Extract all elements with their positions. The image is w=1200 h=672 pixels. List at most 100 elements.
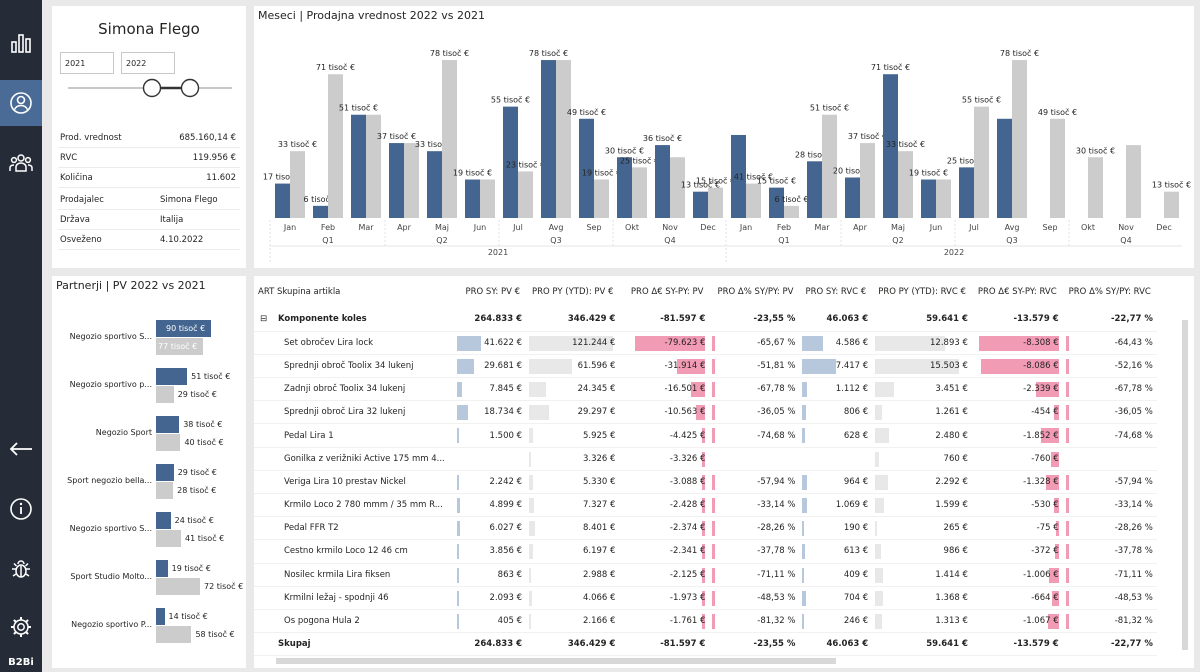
partner-bar-previous[interactable] — [156, 482, 174, 499]
cell-data-bar — [802, 544, 806, 560]
bar-previous[interactable] — [1088, 157, 1103, 218]
table-row[interactable]: Os pogona Hula 2 405 €2.166 € -1.761 € -81,… — [254, 609, 1157, 634]
bar-previous[interactable] — [518, 171, 533, 218]
bar-previous[interactable] — [746, 183, 761, 218]
bar-current[interactable] — [503, 106, 518, 218]
partner-bar-previous[interactable] — [156, 338, 204, 355]
bug-icon[interactable] — [0, 546, 42, 592]
partner-bar-current[interactable] — [156, 560, 168, 577]
bar-previous[interactable] — [936, 179, 951, 218]
table-row[interactable]: Zadnji obroč Toolix 34 lukenj 7.845 €24.3… — [254, 377, 1157, 402]
bar-previous[interactable] — [1164, 191, 1179, 218]
bar-current[interactable] — [693, 191, 708, 218]
bar-current[interactable] — [731, 134, 746, 218]
bar-previous[interactable] — [290, 151, 305, 218]
info-icon[interactable] — [0, 486, 42, 532]
bar-previous[interactable] — [1126, 145, 1141, 218]
table-row[interactable]: Set obročev Lira lock 41.622 €121.244 € -7… — [254, 331, 1157, 355]
bar-current[interactable] — [655, 145, 670, 218]
partner-bar-current[interactable] — [156, 320, 211, 337]
bar-previous[interactable] — [708, 187, 723, 218]
bar-previous[interactable] — [480, 179, 495, 218]
bar-previous[interactable] — [404, 143, 419, 218]
bar-current[interactable] — [997, 118, 1012, 218]
bar-previous[interactable] — [442, 60, 457, 218]
bar-previous[interactable] — [594, 179, 609, 218]
column-header[interactable]: PRO SY: PV € — [465, 287, 521, 297]
partner-bar-current[interactable] — [156, 464, 174, 481]
bar-current[interactable] — [389, 143, 404, 218]
expand-collapse-icon[interactable]: ⊟ — [260, 314, 268, 325]
table-row[interactable]: Krmilo Loco 2 780 mmm / 35 mm R... 4.899 … — [254, 493, 1157, 518]
partner-bar-previous[interactable] — [156, 434, 181, 451]
table-row[interactable]: Krmilni ležaj - spodnji 46 2.093 €4.066 €… — [254, 586, 1157, 610]
bar-previous[interactable] — [366, 114, 381, 218]
bar-current[interactable] — [845, 177, 860, 219]
table-row[interactable]: Nosilec krmila Lira fiksen 863 €2.988 € -2… — [254, 563, 1157, 587]
bar-current[interactable] — [275, 183, 290, 218]
bar-current[interactable] — [351, 114, 366, 218]
total-row[interactable]: Skupaj 264.833 €346.429 € -81.597 € -23,55 … — [254, 632, 1157, 657]
table-cell: 5.925 € — [526, 423, 620, 448]
table-row[interactable]: Sprednji obroč Lira 32 lukenj 18.734 €29.… — [254, 400, 1157, 425]
user-icon[interactable] — [0, 80, 42, 126]
bar-current[interactable] — [807, 161, 822, 218]
table-row[interactable]: Pedal Lira 1 1.500 €5.925 € -4.425 € -74,68… — [254, 423, 1157, 448]
column-header[interactable]: PRO SY: RVC € — [805, 287, 867, 297]
column-header[interactable]: PRO Δ€ SY-PY: PV — [630, 287, 704, 297]
bar-previous[interactable] — [328, 74, 343, 218]
column-header[interactable]: PRO Δ€ SY-PY: RVC — [977, 287, 1057, 297]
table-row[interactable]: Gonilka z verižniki Active 175 mm 4... 3.… — [254, 447, 1157, 471]
bar-current[interactable] — [617, 157, 632, 218]
partner-bar-current[interactable] — [156, 368, 188, 385]
bar-previous[interactable] — [898, 151, 913, 218]
partner-bar-previous[interactable] — [156, 578, 200, 595]
column-header[interactable]: ART Skupina artikla — [258, 287, 341, 297]
horizontal-scrollbar[interactable] — [276, 658, 836, 664]
partner-bar-previous[interactable] — [156, 386, 174, 403]
bar-current[interactable] — [959, 167, 974, 218]
partner-bar-current[interactable] — [156, 608, 165, 625]
bar-current[interactable] — [921, 179, 936, 218]
vertical-scrollbar[interactable] — [1182, 320, 1188, 650]
bar-previous[interactable] — [632, 167, 647, 218]
group-row[interactable]: ⊟ Komponente koles 264.833 €346.429 € -81.5… — [254, 308, 1157, 332]
bar-previous[interactable] — [860, 143, 875, 218]
bar-chart-icon[interactable] — [0, 20, 42, 66]
column-header[interactable]: PRO PY (YTD): RVC € — [878, 287, 966, 297]
bar-previous[interactable] — [1050, 118, 1065, 218]
partner-bar-current[interactable] — [156, 512, 171, 529]
bar-current[interactable] — [769, 187, 784, 218]
bar-previous[interactable] — [784, 205, 799, 218]
bar-previous[interactable] — [556, 60, 571, 218]
year-to-input[interactable]: 2022 — [121, 52, 175, 74]
bar-current[interactable] — [579, 118, 594, 218]
partner-bar-previous[interactable] — [156, 530, 182, 547]
cell-data-bar — [529, 567, 532, 583]
partner-bar-current[interactable] — [156, 416, 180, 433]
table-cell: 12.893 € — [872, 331, 972, 355]
bar-previous[interactable] — [1012, 60, 1027, 218]
bar-previous[interactable] — [670, 157, 685, 218]
column-header[interactable]: PRO PY (YTD): PV € — [532, 287, 614, 297]
back-arrow-icon[interactable] — [0, 426, 42, 472]
bar-previous[interactable] — [822, 114, 837, 218]
bar-current[interactable] — [541, 60, 556, 218]
bar-current[interactable] — [465, 179, 480, 218]
table-row[interactable]: Sprednji obroč Toolix 34 lukenj 29.681 €6… — [254, 354, 1157, 379]
column-header[interactable]: PRO Δ% SY/PY: PV — [717, 287, 794, 297]
table-row[interactable]: Veriga Lira 10 prestav Nickel 2.242 €5.33… — [254, 470, 1157, 495]
year-from-input[interactable]: 2021 — [60, 52, 114, 74]
users-icon[interactable] — [0, 140, 42, 186]
bar-current[interactable] — [313, 205, 328, 218]
table-row[interactable]: Pedal FFR T2 6.027 €8.401 € -2.374 € -28,26… — [254, 516, 1157, 541]
table-row[interactable]: Cestno krmilo Loco 12 46 cm 3.856 €6.197 … — [254, 539, 1157, 564]
bar-previous[interactable] — [974, 106, 989, 218]
settings-icon[interactable] — [0, 604, 42, 650]
bar-current[interactable] — [883, 74, 898, 218]
partner-bar-previous[interactable] — [156, 626, 192, 643]
year-range-slider[interactable] — [66, 78, 236, 98]
column-header[interactable]: PRO Δ% SY/PY: RVC — [1068, 287, 1151, 297]
bar-current[interactable] — [427, 151, 442, 218]
partner-value-current: 51 tisoč € — [191, 372, 231, 381]
